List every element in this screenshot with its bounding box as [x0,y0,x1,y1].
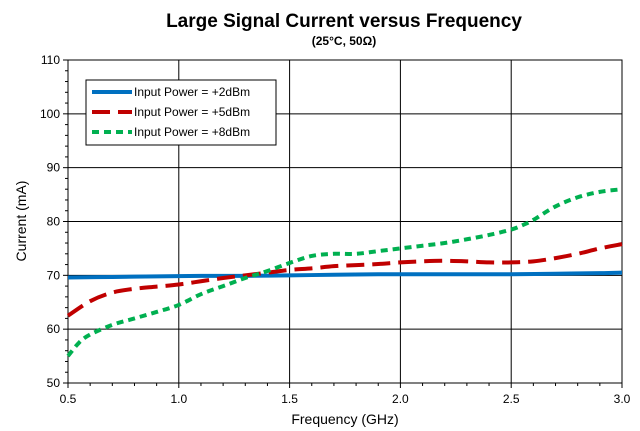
series-line-2 [66,242,623,318]
chart-subtitle: (25°C, 50Ω) [312,34,376,48]
chart-title: Large Signal Current versus Frequency [166,11,522,32]
legend-label-2: Input Power = +5dBm [134,105,250,119]
x-tick-label: 1.0 [170,392,187,406]
x-tick-label: 2.0 [392,392,409,406]
axis-ticks: 50 60 70 80 90 100 110 0.5 1.0 1.5 2.0 2.5 3.0 [40,53,631,406]
y-tick-label: 50 [47,376,61,390]
x-tick-label: 3.0 [614,392,631,406]
series-group [66,187,623,358]
y-tick-label: 80 [47,215,61,229]
series-line-3 [66,187,623,358]
legend: Input Power = +2dBm Input Power = +5dBm In… [85,79,277,146]
y-axis-label: Current (mA) [13,181,29,262]
x-axis-label: Frequency (GHz) [291,411,398,427]
y-tick-label: 70 [47,268,61,282]
y-tick-label: 60 [47,322,61,336]
x-tick-label: 2.5 [503,392,520,406]
legend-label-1: Input Power = +2dBm [134,85,250,99]
y-tick-label: 110 [41,53,60,67]
y-tick-label: 100 [40,107,60,121]
series-line-1 [67,270,623,280]
x-tick-label: 0.5 [60,392,77,406]
x-tick-label: 1.5 [281,392,298,406]
y-tick-label: 90 [47,161,61,175]
legend-label-3: Input Power = +8dBm [134,125,250,139]
